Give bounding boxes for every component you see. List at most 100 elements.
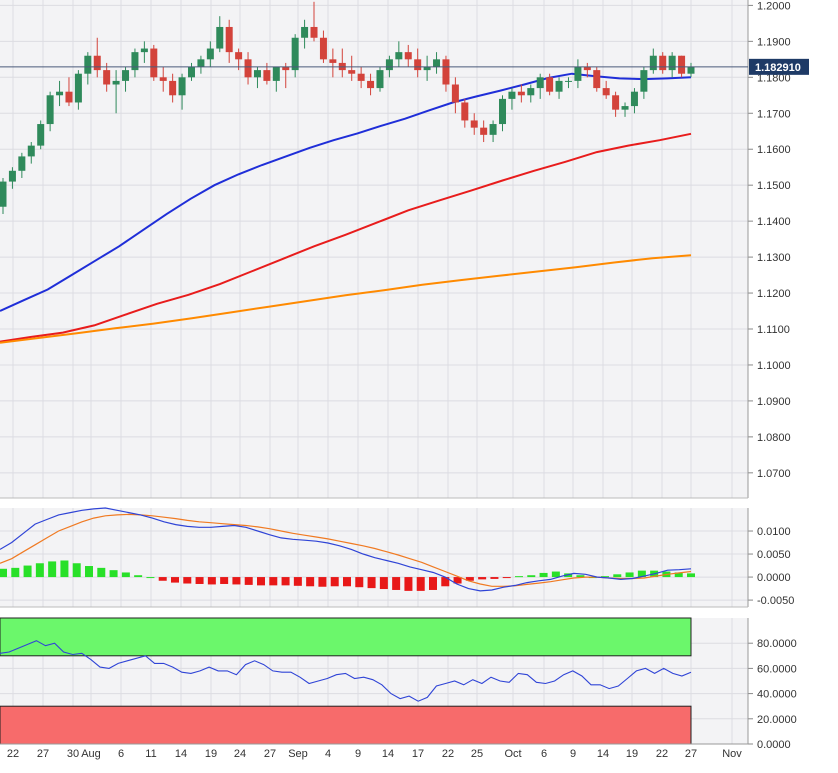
rsi-tick-label: 0.0000 [757,739,791,751]
bullish-candle [46,95,54,125]
macd-signal-line [0,513,692,587]
rsi-indicator [0,617,692,745]
price-tick-label: 1.0800 [757,432,791,444]
x-tick-label: 6 [118,748,124,760]
rsi-line [0,640,692,702]
macd-tick-label: 0.0050 [757,549,791,561]
bearish-candle [678,55,686,74]
macd-histogram-bar [134,575,143,578]
bullish-candle [668,55,676,71]
bearish-candle [282,66,290,71]
macd-histogram-bar [343,577,351,587]
x-tick-label: Oct [504,748,521,760]
macd-histogram-bar [183,577,192,584]
bullish-candle [122,70,130,81]
price-tick-label: 1.1600 [757,144,791,156]
macd-histogram-bar [318,577,327,587]
bullish-candle [499,98,507,125]
macd-histogram-bar [367,577,376,589]
rsi-overbought-zone [0,617,692,657]
price-tick-label: 1.0900 [757,396,791,408]
x-tick-label: 11 [145,748,156,760]
macd-histogram-bar [85,566,93,578]
bearish-candle [602,88,610,96]
bullish-candle [649,55,657,71]
bearish-candle [225,26,233,53]
macd-histogram-bar [465,577,474,581]
current-price-badge [749,58,809,75]
price-panel-bg [0,0,748,498]
macd-indicator [0,507,695,592]
macd-histogram-bar [625,572,634,578]
bearish-candle [310,26,318,38]
macd-histogram-bar [515,576,523,578]
bullish-candle [8,170,16,182]
macd-histogram-bar [121,572,130,578]
bullish-candle [301,26,309,38]
bullish-candle [574,66,582,81]
bullish-candle [178,77,186,96]
bullish-candle [206,48,214,60]
current-price-label: 1.182910 [755,62,801,74]
bullish-candle [555,80,563,92]
bearish-candle [442,59,450,85]
bullish-candle [216,26,224,49]
x-tick-label: 9 [570,748,576,760]
bearish-candle [103,70,111,85]
bullish-candle [131,52,139,71]
price-tick-label: 1.1300 [757,252,791,264]
bullish-candle [187,66,195,78]
macd-histogram-bar [674,572,683,578]
x-tick-label: 22 [7,748,19,760]
macd-histogram-bar [220,577,229,584]
x-tick-label: Sep [288,748,308,760]
price-tick-label: 1.2000 [757,0,791,12]
bearish-candle [367,80,375,89]
bullish-candle [508,91,516,99]
macd-histogram-bar [195,577,204,584]
macd-histogram-bar [0,568,7,578]
moving-average-line [0,254,692,344]
macd-histogram-bar [35,563,44,578]
bearish-candle [414,59,422,71]
macd-histogram-bar [281,577,290,586]
x-tick-label: 17 [412,748,424,760]
x-tick-label: 19 [626,748,638,760]
macd-histogram-bar [416,577,425,591]
macd-histogram-bar [404,577,413,591]
bullish-candle [621,106,629,110]
x-tick-label: 4 [325,748,331,760]
bullish-candle [395,52,403,60]
rsi-tick-label: 40.0000 [757,689,797,701]
bullish-candle [253,70,261,78]
macd-histogram-bar [392,577,401,590]
bearish-candle [150,48,158,78]
price-tick-label: 1.1200 [757,288,791,300]
bearish-candle [470,120,478,128]
macd-histogram-bar [330,577,339,587]
bullish-candle [112,80,120,85]
bearish-candle [93,55,101,71]
macd-histogram-bar [429,577,437,590]
bearish-candle [480,127,488,135]
bearish-candle [235,52,243,60]
bearish-candle [65,91,73,103]
bullish-candle [687,66,695,74]
macd-histogram-bar [551,571,560,578]
macd-histogram-bar [11,567,20,578]
bullish-candle [376,70,384,89]
x-tick-label: 22 [656,748,668,760]
x-tick-label: 27 [264,748,276,760]
price-tick-label: 1.1700 [757,108,791,120]
bearish-candle [546,77,554,92]
macd-tick-label: 0.0100 [757,526,791,538]
macd-histogram-bar [379,577,388,590]
macd-histogram-bar [269,577,278,586]
macd-tick-label: 0.0000 [757,572,791,584]
price-tick-label: 1.1000 [757,360,791,372]
macd-histogram-bar [527,575,536,578]
bullish-candle [433,59,441,67]
macd-histogram-bar [576,575,585,578]
macd-histogram-bar [232,577,241,585]
